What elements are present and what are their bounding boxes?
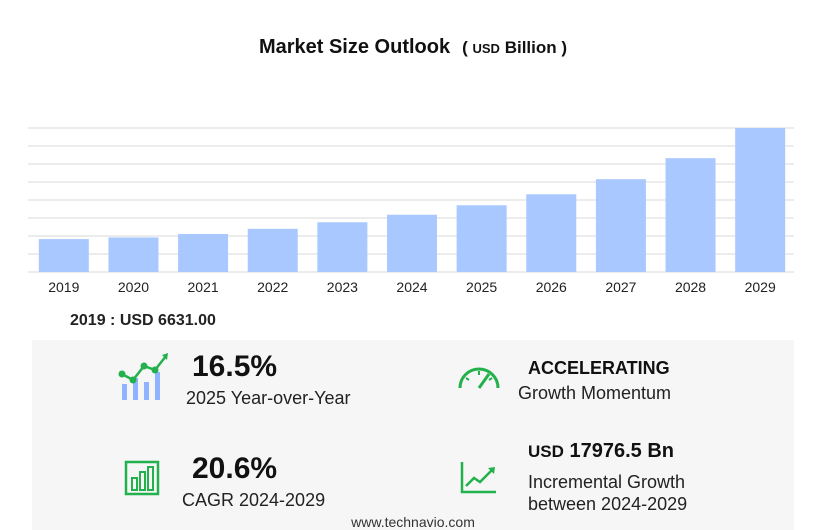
speedometer-icon — [458, 367, 500, 389]
bar-2028 — [665, 158, 716, 272]
bar-chart: 2019 2020 2021 2022 2023 2024 2025 2026 2027 2028… — [28, 127, 794, 295]
bar-chart-trend-icon — [118, 353, 168, 400]
bar-2019 — [38, 239, 89, 272]
momentum-label: Growth Momentum — [518, 383, 672, 403]
bar-2025 — [456, 205, 507, 272]
incremental-label-1: Incremental Growth — [528, 472, 686, 492]
baseline-value: 2019 : USD 6631.00 — [70, 312, 216, 329]
line-chart-icon — [460, 462, 496, 494]
bar-2026 — [526, 194, 577, 272]
bar-chart-icon — [124, 460, 160, 496]
yoy-value: 16.5% — [192, 350, 278, 383]
x-tick-label: 2019 — [48, 279, 79, 295]
bar-2022 — [247, 228, 298, 272]
x-tick-label: 2026 — [536, 279, 567, 295]
stats-panel — [32, 340, 794, 530]
x-tick-label: 2024 — [396, 279, 427, 295]
cagr-value: 20.6% — [192, 452, 278, 485]
cagr-label: CAGR 2024-2029 — [182, 490, 326, 510]
x-tick-label: 2025 — [466, 279, 497, 295]
bar-2020 — [108, 237, 159, 272]
x-tick-label: 2021 — [188, 279, 219, 295]
yoy-label: 2025 Year-over-Year — [186, 388, 351, 408]
title-main: Market Size Outlook — [258, 36, 451, 58]
bar-2027 — [595, 179, 646, 272]
x-tick-label: 2028 — [675, 279, 706, 295]
incremental-value: USD 17976.5 Bn — [528, 440, 674, 462]
bar-2021 — [178, 234, 229, 272]
x-tick-label: 2027 — [605, 279, 636, 295]
x-tick-label: 2029 — [745, 279, 776, 295]
title-unit: ( USD Billion ) — [462, 38, 568, 57]
bar-2024 — [387, 214, 437, 272]
bar-2023 — [317, 222, 368, 272]
x-tick-label: 2022 — [257, 279, 288, 295]
footer-url: www.technavio.com — [351, 514, 475, 530]
bar-2029 — [735, 128, 786, 272]
momentum-value: ACCELERATING — [528, 358, 670, 378]
incremental-label-2: between 2024-2029 — [528, 494, 688, 514]
x-tick-label: 2020 — [118, 279, 149, 295]
x-tick-label: 2023 — [327, 279, 358, 295]
chart-title: Market Size Outlook ( USD Billion ) — [0, 36, 826, 59]
